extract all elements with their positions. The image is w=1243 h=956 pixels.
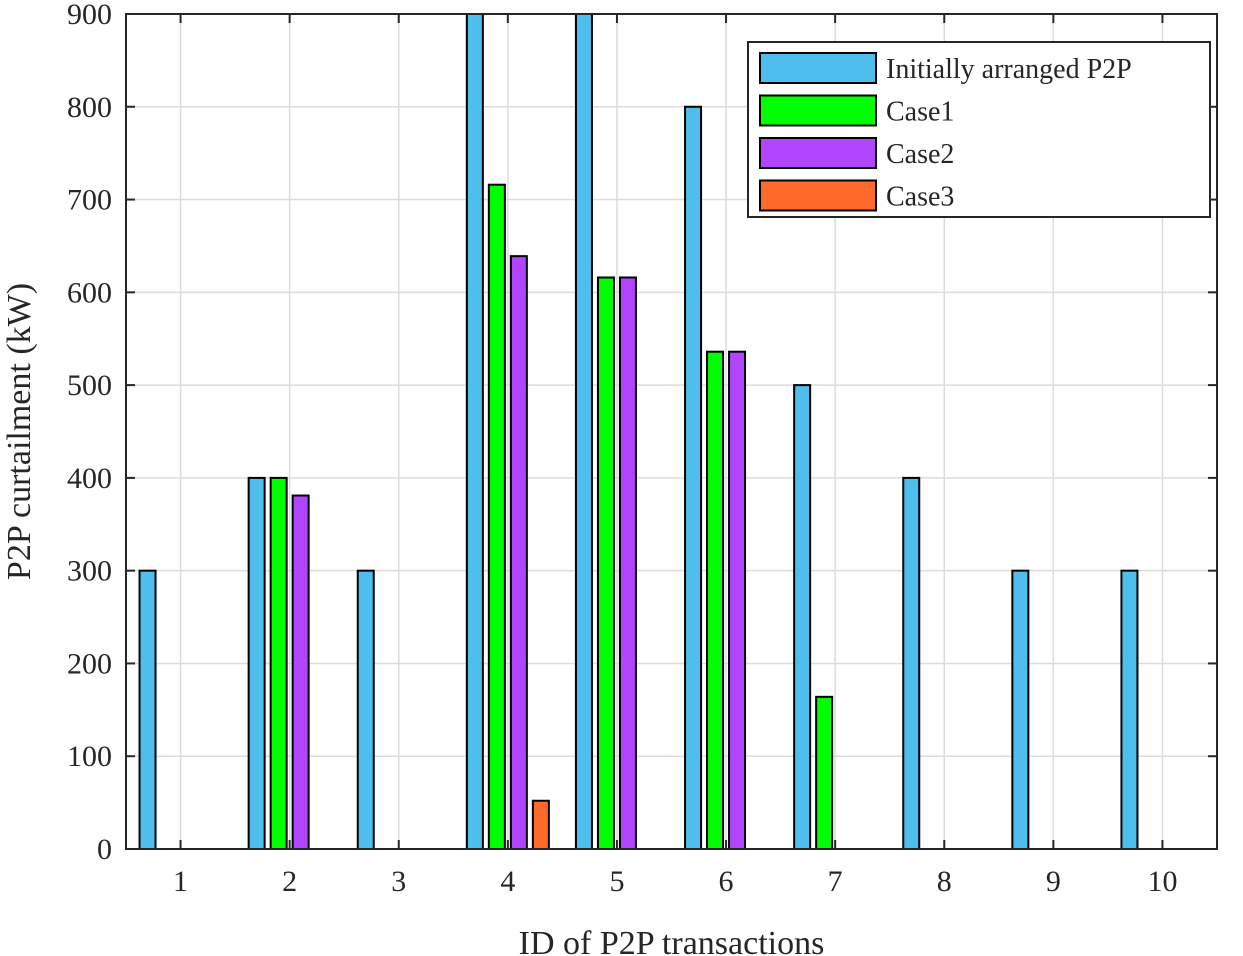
y-tick-label-3: 300: [67, 555, 112, 588]
bar-initially-arranged-p2p-9: [1011, 569, 1030, 851]
bar-initially-arranged-p2p-1: [138, 569, 157, 851]
x-tick-label-4: 4: [500, 865, 515, 898]
y-axis-title: P2P curtailment (kW): [1, 283, 38, 580]
bar-case1-5: [596, 276, 615, 850]
x-tick-label-2: 2: [282, 865, 297, 898]
grid-lines: [126, 13, 1217, 850]
y-axis-ticks: 0 100 200 300 400 500 600 700 800 900: [67, 0, 1217, 866]
bar-case2-4: [509, 255, 528, 850]
bar-case2-5: [618, 276, 637, 850]
y-tick-label-5: 500: [67, 369, 112, 402]
bar-initially-arranged-p2p-3: [356, 569, 375, 851]
bar-case1-6: [706, 350, 725, 850]
bar-case3-4: [531, 799, 550, 850]
y-tick-label-9: 900: [67, 0, 112, 31]
x-tick-label-1: 1: [173, 865, 188, 898]
x-tick-label-8: 8: [937, 865, 952, 898]
legend-swatch-case2: [759, 137, 877, 169]
legend-swatch-case3: [759, 179, 877, 212]
x-tick-label-7: 7: [828, 865, 843, 898]
x-tick-label-9: 9: [1046, 865, 1061, 898]
y-tick-label-6: 600: [67, 276, 112, 309]
legend-swatch-case1: [759, 94, 877, 127]
bar-case1-4: [487, 183, 506, 850]
bar-case1-7: [815, 695, 834, 850]
y-tick-label-8: 800: [67, 91, 112, 124]
legend-label-case1: Case1: [886, 97, 954, 128]
bar-initially-arranged-p2p-4: [465, 13, 484, 850]
axes-box: [125, 13, 1218, 850]
x-tick-label-6: 6: [719, 865, 734, 898]
bar-case2-6: [728, 350, 747, 850]
bar-case2-2: [291, 494, 310, 850]
x-axis-ticks: 1 2 3 4 5 6 7 8 9 10: [173, 14, 1177, 898]
y-tick-label-2: 200: [67, 647, 112, 680]
bar-initially-arranged-p2p-7: [793, 384, 812, 850]
legend: Initially arranged P2P Case1 Case2 Case3: [747, 41, 1211, 218]
bar-initially-arranged-p2p-2: [247, 476, 266, 850]
legend-label-case2: Case2: [886, 139, 954, 170]
x-tick-label-3: 3: [391, 865, 406, 898]
legend-label-case3: Case3: [886, 182, 954, 213]
bar-initially-arranged-p2p-8: [902, 476, 921, 850]
bar-initially-arranged-p2p-6: [684, 105, 703, 851]
legend-swatch-initially-arranged-p2p: [759, 52, 877, 84]
x-tick-label-10: 10: [1147, 865, 1177, 898]
y-tick-label-1: 100: [67, 740, 112, 773]
y-tick-label-0: 0: [97, 833, 112, 866]
bar-initially-arranged-p2p-10: [1120, 569, 1139, 851]
bar-initially-arranged-p2p-5: [574, 13, 593, 850]
x-tick-label-5: 5: [609, 865, 624, 898]
legend-label-initially-arranged-p2p: Initially arranged P2P: [886, 54, 1132, 85]
y-tick-label-7: 700: [67, 184, 112, 217]
y-tick-label-4: 400: [67, 462, 112, 495]
x-axis-title: ID of P2P transactions: [519, 925, 825, 956]
bar-case1-2: [269, 476, 288, 850]
